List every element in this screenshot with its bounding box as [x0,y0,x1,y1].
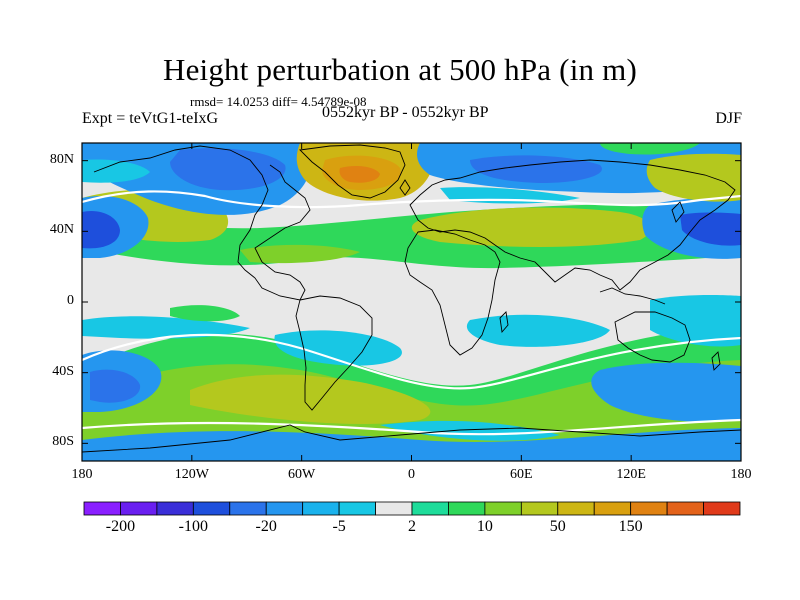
colorbar-label: 150 [618,518,643,535]
field-south-deep-blue-west [90,369,141,403]
field-south-pole-cyan [380,420,560,441]
coast-north-america [93,145,311,301]
field-pacific-deep-blue-east [680,212,741,246]
field-tropic-cyan-3 [650,295,741,347]
field-north-green-2 [240,244,360,264]
lon-tick-label: 180 [71,467,93,482]
colorbar-swatch [703,501,741,516]
coast-greenland [299,144,406,199]
figure-title: Height perturbation at 500 hPa (in m) [162,52,638,87]
colorbar-swatch [156,501,194,516]
lat-tick-label: 0 [67,293,74,308]
colorbar-swatch [484,501,522,516]
lon-tick-label: 180 [730,467,752,482]
lat-tick-label: 80S [52,434,74,450]
coast-indonesia [599,287,666,305]
colorbar-swatch [666,501,704,516]
lat-tick-label: 40S [52,363,74,379]
colorbar-label: -20 [255,518,277,535]
colorbar-label: 2 [408,518,416,535]
colorbar-swatch [192,501,231,516]
colorbar-swatch [593,501,632,516]
lat-tick-label: 80N [49,151,74,167]
coastlines [82,144,741,453]
field-north-olive-2 [411,207,651,247]
contour-line-south [82,333,741,390]
colorbar [83,501,741,516]
colorbar-label: 10 [476,518,493,535]
stats-text: rmsd= 14.0253 diff= 4.54789e-08 [190,94,367,109]
lon-tick-label: 120W [174,467,209,482]
colorbar-swatch [630,501,668,516]
coast-new-zealand [711,351,721,371]
contour-line-pole [82,418,741,436]
experiment-label: Expt = teVtG1-teIxG [82,110,219,127]
coast-south-america [295,295,373,411]
field-greenland-dark-orange [339,166,380,183]
lon-tick-label: 120E [616,467,646,482]
coast-africa [404,229,501,356]
lon-tick-label: 0 [408,467,415,482]
colorbar-swatch [411,501,449,516]
coast-madagascar [499,311,509,334]
colorbar-swatch [302,501,340,516]
colorbar-swatch [265,501,304,516]
colorbar-label: -200 [105,518,136,535]
field-northeast-green [600,143,700,155]
colorbar-swatch [338,501,376,516]
field-south-blue-mid [274,330,402,366]
contour-field [82,143,741,461]
season-label: DJF [715,110,742,127]
field-northeast-olive [646,153,741,202]
field-pacific-deep-blue [82,210,120,249]
colorbar-swatch [120,501,158,516]
contour-line-north [82,190,741,209]
colorbar-swatch [83,501,121,516]
field-tropic-cyan-2 [466,314,610,347]
colorbar-label: -100 [178,518,208,535]
field-tropic-cyan-1 [82,316,250,339]
colorbar-swatch [375,501,413,516]
period-label: 0552kyr BP - 0552kyr BP [322,104,489,121]
field-canada-cyan [82,159,150,183]
field-south-blue-east [591,362,741,422]
axis-ticks [81,143,742,461]
colorbar-label: 50 [549,518,566,535]
coast-europe-asia [409,159,736,291]
coast-antarctica [82,424,741,453]
colorbar-swatch [520,501,559,516]
colorbar-label: -5 [332,518,346,535]
lon-tick-label: 60W [288,467,316,482]
lon-tick-label: 60E [510,467,533,482]
field-canada-deep-blue [170,148,286,191]
colorbar-swatch [448,501,486,516]
coast-uk [399,179,411,196]
field-tropic-green-1 [170,305,240,322]
field-eurasia-deep-blue [470,155,602,183]
field-south-olive [190,374,431,425]
colorbar-swatch [557,501,595,516]
coast-japan [671,201,685,223]
coast-australia [614,311,691,363]
colorbar-swatch [229,501,267,516]
lat-tick-label: 40N [49,222,74,238]
